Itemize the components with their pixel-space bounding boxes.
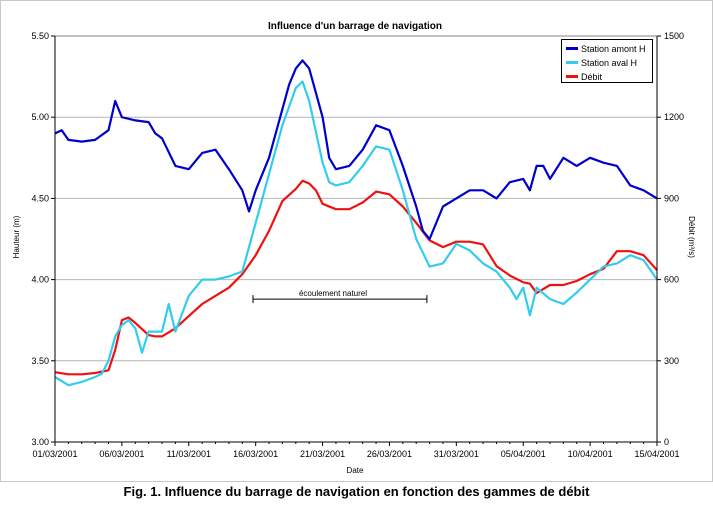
legend: Station amont H Station aval H Débit xyxy=(561,39,653,83)
y-tick-label: 5.00 xyxy=(31,112,49,122)
y2-tick-label: 300 xyxy=(664,356,679,366)
x-tick-label: 15/04/2001 xyxy=(634,449,679,459)
y-tick-label: 3.00 xyxy=(31,437,49,447)
legend-label-amont: Station amont H xyxy=(581,43,646,54)
legend-swatch-aval xyxy=(566,61,578,64)
legend-swatch-debit xyxy=(566,75,578,78)
figure-caption: Fig. 1. Influence du barrage de navigati… xyxy=(123,484,590,499)
y-tick-label: 3.50 xyxy=(31,356,49,366)
axis-layer: 3.00 3.50 4.00 4.50 5.00 5.50 0 300 600 900 1200 15… xyxy=(31,31,684,459)
x-tick-label: 11/03/2001 xyxy=(167,449,211,459)
legend-label-debit: Débit xyxy=(581,71,603,82)
x-tick-label: 31/03/2001 xyxy=(434,449,479,459)
legend-item-amont: Station amont H xyxy=(566,42,646,55)
x-tick-label: 06/03/2001 xyxy=(99,449,144,459)
grid-layer xyxy=(55,35,657,443)
legend-swatch-amont xyxy=(566,47,578,50)
annotation-layer: écoulement naturel xyxy=(252,289,428,304)
plot-frame xyxy=(54,35,658,443)
series-line-debit xyxy=(54,179,658,376)
x-tick-label: 16/03/2001 xyxy=(233,449,278,459)
x-tick-label: 10/04/2001 xyxy=(568,449,613,459)
legend-label-aval: Station aval H xyxy=(581,57,638,68)
y2-tick-label: 600 xyxy=(664,275,679,285)
x-tick-label: 26/03/2001 xyxy=(367,449,412,459)
y-tick-label: 4.50 xyxy=(31,193,49,203)
y-tick-label: 4.00 xyxy=(31,275,49,285)
chart-area: 3.00 3.50 4.00 4.50 5.00 5.50 0 300 600 900 1200 15… xyxy=(0,0,713,482)
chart-svg: 3.00 3.50 4.00 4.50 5.00 5.50 0 300 600 900 1200 15… xyxy=(12,21,696,475)
y2-tick-label: 0 xyxy=(664,437,669,447)
y2-axis-label: Débit (m³/s) xyxy=(687,216,696,258)
legend-item-aval: Station aval H xyxy=(566,56,637,69)
annotation-text: écoulement naturel xyxy=(299,289,367,298)
series-line-station-amont xyxy=(54,59,658,241)
series-line-station-aval xyxy=(54,80,658,387)
y2-tick-label: 1500 xyxy=(664,31,684,41)
y2-tick-label: 1200 xyxy=(664,112,684,122)
legend-item-debit: Débit xyxy=(566,70,602,83)
x-tick-label: 21/03/2001 xyxy=(300,449,345,459)
y-axis-label: Hauteur (m) xyxy=(12,215,21,258)
y2-tick-label: 900 xyxy=(664,193,679,203)
x-axis-label: Date xyxy=(347,466,364,475)
series-layer xyxy=(54,59,658,387)
y-tick-label: 5.50 xyxy=(31,31,49,41)
x-tick-label: 05/04/2001 xyxy=(501,449,546,459)
chart-title: Influence d'un barrage de navigation xyxy=(268,21,442,32)
x-tick-label: 01/03/2001 xyxy=(32,449,77,459)
